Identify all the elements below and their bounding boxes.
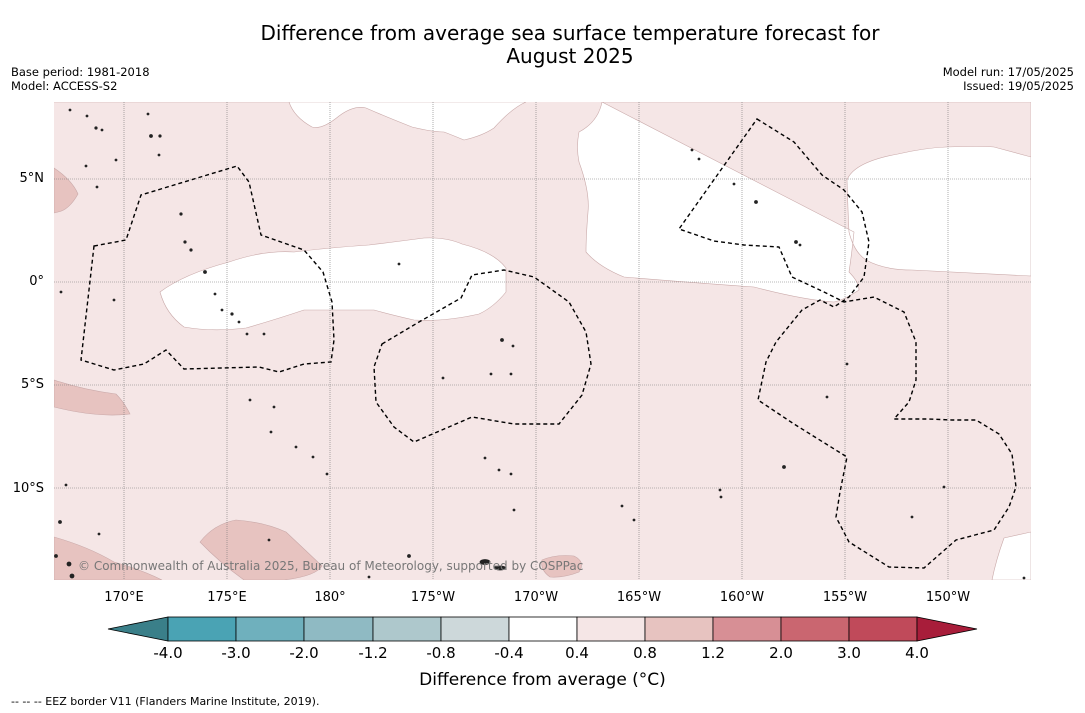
colorbar-extend-low [107, 616, 169, 642]
lat-label-10s: 10°S [12, 481, 44, 496]
lon-label-160w: 160°W [719, 590, 765, 605]
colorbar-segment-3 [303, 616, 374, 642]
graticule [54, 102, 1031, 580]
colorbar-segment-2 [235, 616, 305, 642]
colorbar-tick: 1.2 [701, 644, 725, 662]
lon-label-170w: 170°W [513, 590, 559, 605]
colorbar-tick: 0.4 [565, 644, 589, 662]
colorbar-tick: 2.0 [769, 644, 793, 662]
lon-label-175e: 175°E [207, 590, 247, 605]
colorbar-segment-6 [508, 616, 578, 642]
warm-region-west-south [54, 379, 131, 416]
colorbar-extend-high [916, 616, 978, 642]
base-period: Base period: 1981-2018 [11, 65, 150, 79]
colorbar-segment-5 [440, 616, 510, 642]
warm-region-south-central [541, 555, 582, 578]
colorbar-segment-9 [712, 616, 782, 642]
neutral-region-north-central [577, 102, 1031, 303]
lon-label-155w: 155°W [822, 590, 868, 605]
warm-region-southwest-1 [54, 536, 163, 580]
colorbar-segment-7 [576, 616, 646, 642]
neutral-regions [54, 102, 1031, 580]
colorbar-segment-10 [780, 616, 850, 642]
colorbar-tick: 0.8 [633, 644, 657, 662]
lon-label-180: 180° [314, 590, 346, 605]
map-title: Difference from average sea surface temp… [140, 22, 1000, 68]
islands [54, 108, 1026, 580]
issued-date: Issued: 19/05/2025 [963, 79, 1074, 93]
title-line-1: Difference from average sea surface temp… [260, 21, 880, 45]
colorbar-segment-1 [167, 616, 237, 642]
colorbar-tick: 4.0 [905, 644, 929, 662]
colorbar-tick: -0.8 [426, 644, 456, 662]
colorbar-tick: -3.0 [221, 644, 251, 662]
model-run: Model run: 17/05/2025 [942, 65, 1074, 79]
lon-label-175w: 175°W [410, 590, 456, 605]
sst-anomaly-map [54, 102, 1031, 580]
eez-borders [80, 118, 1017, 569]
neutral-region-southeast [991, 531, 1031, 580]
lat-label-0: 0° [29, 274, 44, 289]
eez-border-northeast [677, 118, 1017, 569]
colorbar-segment-4 [372, 616, 442, 642]
eez-border-west [80, 165, 335, 373]
colorbar-tick: -1.2 [358, 644, 388, 662]
neutral-region-equatorial-tongue [159, 237, 507, 331]
lon-label-170e: 170°E [104, 590, 144, 605]
neutral-region-top-left [54, 102, 527, 141]
eez-border-central [373, 269, 592, 443]
colorbar [107, 616, 978, 642]
lon-label-165w: 165°W [616, 590, 662, 605]
colorbar-label: Difference from average (°C) [419, 670, 666, 690]
colorbar-segment-8 [644, 616, 714, 642]
meta-right: Model run: 17/05/2025 Issued: 19/05/2025 [943, 65, 1074, 93]
lon-label-150w: 150°W [925, 590, 971, 605]
colorbar-tick: -0.4 [494, 644, 524, 662]
meta-left: Base period: 1981-2018 Model: ACCESS-S2 [11, 65, 150, 93]
copyright-notice: © Commonwealth of Australia 2025, Bureau… [78, 559, 584, 573]
title-line-2: August 2025 [506, 44, 634, 68]
eez-footnote: -- -- -- EEZ border V11 (Flanders Marine… [11, 695, 320, 708]
colorbar-tick: -2.0 [289, 644, 319, 662]
colorbar-tick: -4.0 [153, 644, 183, 662]
colorbar-tick: 3.0 [837, 644, 861, 662]
model-name: Model: ACCESS-S2 [11, 79, 118, 93]
lat-label-5n: 5°N [19, 171, 45, 186]
lat-label-5s: 5°S [20, 377, 44, 392]
colorbar-segment-11 [848, 616, 918, 642]
warm-region-southwest-2 [199, 519, 323, 580]
